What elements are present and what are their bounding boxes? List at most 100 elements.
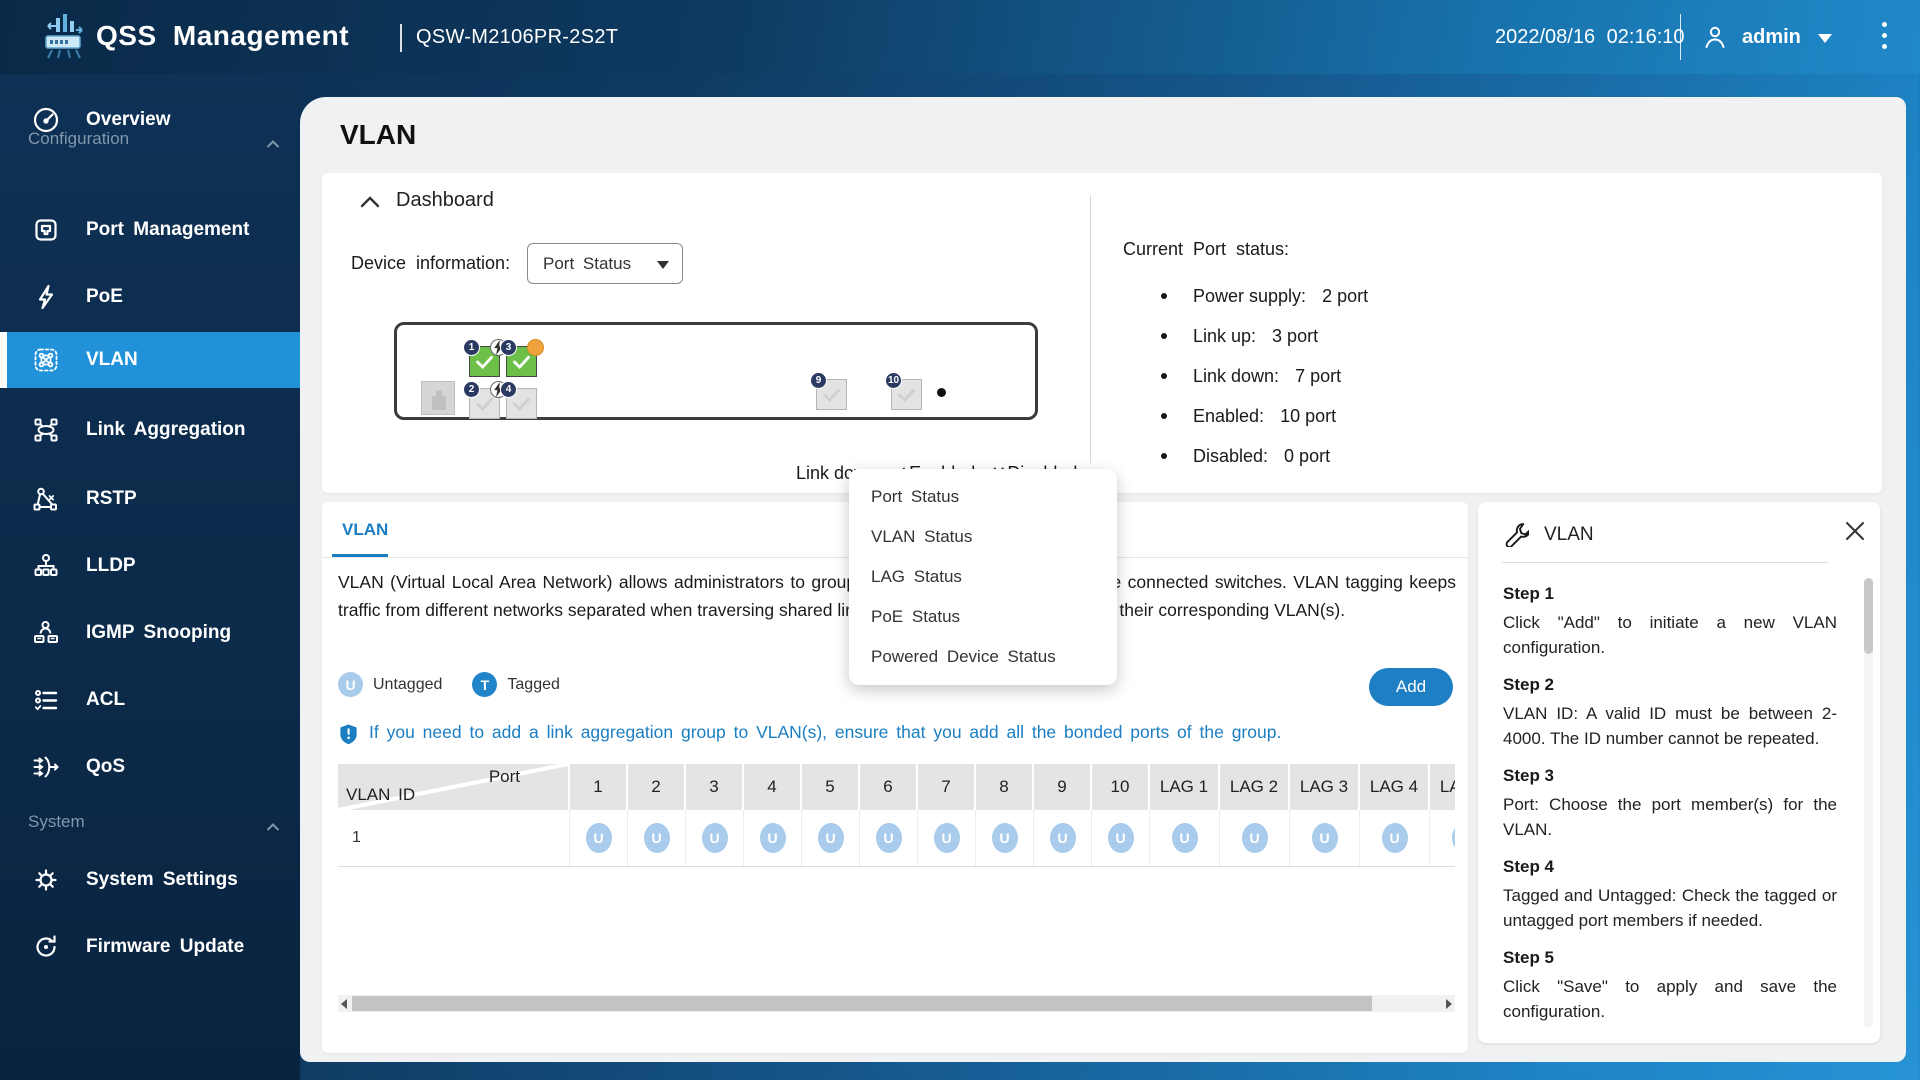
ethernet-port-icon [30, 214, 62, 246]
scroll-right-icon[interactable] [1446, 999, 1452, 1009]
collapse-dashboard-icon[interactable] [360, 195, 380, 208]
untagged-cell-badge: U [1311, 823, 1338, 853]
sidebar-item-igmp-snooping[interactable]: IGMP Snooping [0, 605, 300, 661]
user-caret-icon[interactable] [1818, 34, 1832, 43]
sidebar-item-vlan[interactable]: VLAN [0, 332, 300, 388]
device-port-9[interactable]: 9 [810, 372, 847, 410]
lldp-tree-icon [30, 550, 62, 582]
app-title: QSS Management [96, 20, 350, 51]
vlan-id-cell: 1 [338, 810, 570, 866]
tagged-badge-icon: T [472, 672, 498, 697]
vlan-table: Port VLAN ID 1 2 3 4 5 6 7 8 9 10 LAG 1 … [338, 764, 1455, 867]
untagged-badge-icon: U [338, 672, 363, 697]
col-header: LAG 5 [1430, 764, 1455, 810]
col-header: 1 [570, 764, 626, 810]
help-steps: Step 1 Click "Add" to initiate a new VLA… [1503, 584, 1837, 1024]
col-header: LAG 2 [1220, 764, 1288, 810]
horizontal-scrollbar[interactable] [338, 995, 1455, 1012]
help-step: Step 4 Tagged and Untagged: Check the ta… [1503, 857, 1837, 930]
device-port-3[interactable]: 3 [500, 339, 544, 377]
col-header: 4 [744, 764, 800, 810]
sidebar-item-rstp[interactable]: RSTP [0, 471, 300, 527]
device-port-4[interactable]: 4 [500, 381, 537, 419]
sidebar-collapse-button[interactable]: « [200, 1069, 219, 1080]
note-row: If you need to add a link aggregation gr… [338, 722, 1281, 745]
chevron-up-icon[interactable] [266, 136, 280, 148]
col-header: 8 [976, 764, 1032, 810]
qss-logo-icon [36, 10, 90, 64]
table-row[interactable]: 1 U U U U U U U U U U U U U U U [338, 810, 1455, 867]
sidebar-item-lldp[interactable]: LLDP [0, 538, 300, 594]
option-vlan-status[interactable]: VLAN Status [871, 527, 973, 546]
help-step: Step 5 Click "Save" to apply and save th… [1503, 948, 1837, 1021]
help-step: Step 2 VLAN ID: A valid ID must be betwe… [1503, 675, 1837, 748]
sidebar-item-acl[interactable]: ACL [0, 672, 300, 728]
untagged-cell-badge: U [701, 823, 728, 853]
col-header: LAG 1 [1150, 764, 1218, 810]
device-view-dropdown: Port Status VLAN Status LAG Status PoE S… [849, 469, 1117, 685]
col-header: 7 [918, 764, 974, 810]
untagged-cell-badge: U [1107, 823, 1134, 853]
untagged-cell-badge: U [817, 823, 844, 853]
help-step: Step 3 Port: Choose the port member(s) f… [1503, 766, 1837, 839]
datetime: 2022/08/16 02:16:10 [1495, 26, 1685, 48]
sidebar-nav: Overview Configuration Port Management P… [0, 74, 300, 1080]
close-icon[interactable] [1844, 520, 1866, 542]
device-port-10[interactable]: 10 [885, 372, 922, 410]
col-header: 6 [860, 764, 916, 810]
option-port-status[interactable]: Port Status [871, 487, 960, 506]
chevron-up-icon[interactable] [266, 819, 280, 831]
sidebar-group-configuration: Configuration [28, 129, 130, 148]
col-header: 10 [1092, 764, 1148, 810]
col-header: 5 [802, 764, 858, 810]
dashboard-title: Dashboard [396, 189, 494, 211]
sidebar-group-system: System [28, 812, 85, 831]
user-menu[interactable]: admin [1742, 26, 1801, 48]
alert-icon [527, 339, 544, 356]
acl-list-icon [30, 684, 62, 716]
sidebar-item-port-management[interactable]: Port Management [0, 202, 300, 258]
sidebar-item-link-aggregation[interactable]: Link Aggregation [0, 402, 300, 458]
add-button[interactable]: Add [1369, 668, 1453, 706]
active-tab-underline [332, 554, 388, 557]
device-view-select[interactable]: Port Status [527, 243, 683, 284]
igmp-snooping-icon [30, 617, 62, 649]
option-powered-device-status[interactable]: Powered Device Status [871, 647, 1056, 666]
scroll-left-icon[interactable] [341, 999, 347, 1009]
col-header: 9 [1034, 764, 1090, 810]
top-header: QSS Management QSW-M2106PR-2S2T 2022/08/… [0, 0, 1920, 74]
tab-vlan[interactable]: VLAN [342, 520, 389, 539]
help-scrollbar-track[interactable] [1864, 578, 1873, 1028]
management-port-icon [421, 381, 455, 415]
sidebar-item-system-settings[interactable]: System Settings [0, 852, 300, 908]
untagged-cell-badge: U [1049, 823, 1076, 853]
tagged-label: Tagged [507, 675, 560, 693]
device-model: QSW-M2106PR-2S2T [416, 26, 619, 48]
device-led-dot [937, 388, 946, 397]
wrench-icon [1502, 520, 1531, 549]
sidebar-item-overview[interactable]: Overview [0, 92, 300, 148]
untagged-cell-badge: U [1381, 823, 1408, 853]
rstp-topology-icon [30, 483, 62, 515]
sidebar-item-qos[interactable]: QoS [0, 739, 300, 795]
status-item: Disabled: 0 port [1123, 436, 1823, 476]
scrollbar-thumb[interactable] [352, 996, 1372, 1011]
status-item: Link down: 7 port [1123, 356, 1823, 396]
device-port-2[interactable]: 2 [463, 381, 507, 419]
untagged-cell-badge: U [991, 823, 1018, 853]
help-scrollbar-thumb[interactable] [1864, 578, 1873, 654]
qos-arrows-icon [30, 751, 62, 783]
col-header: 3 [686, 764, 742, 810]
untagged-cell-badge: U [933, 823, 960, 853]
info-shield-icon [338, 723, 359, 745]
sidebar-item-poe[interactable]: PoE [0, 269, 300, 325]
untagged-cell-badge: U [1241, 823, 1268, 853]
untagged-label: Untagged [373, 675, 443, 693]
device-port-1[interactable]: 1 [463, 339, 507, 377]
more-menu-icon[interactable] [1882, 22, 1888, 55]
note-text: If you need to add a link aggregation gr… [369, 722, 1282, 742]
option-lag-status[interactable]: LAG Status [871, 567, 962, 586]
option-poe-status[interactable]: PoE Status [871, 607, 961, 626]
tag-legend: U Untagged T Tagged [338, 672, 580, 697]
sidebar-item-firmware-update[interactable]: Firmware Update [0, 919, 300, 975]
